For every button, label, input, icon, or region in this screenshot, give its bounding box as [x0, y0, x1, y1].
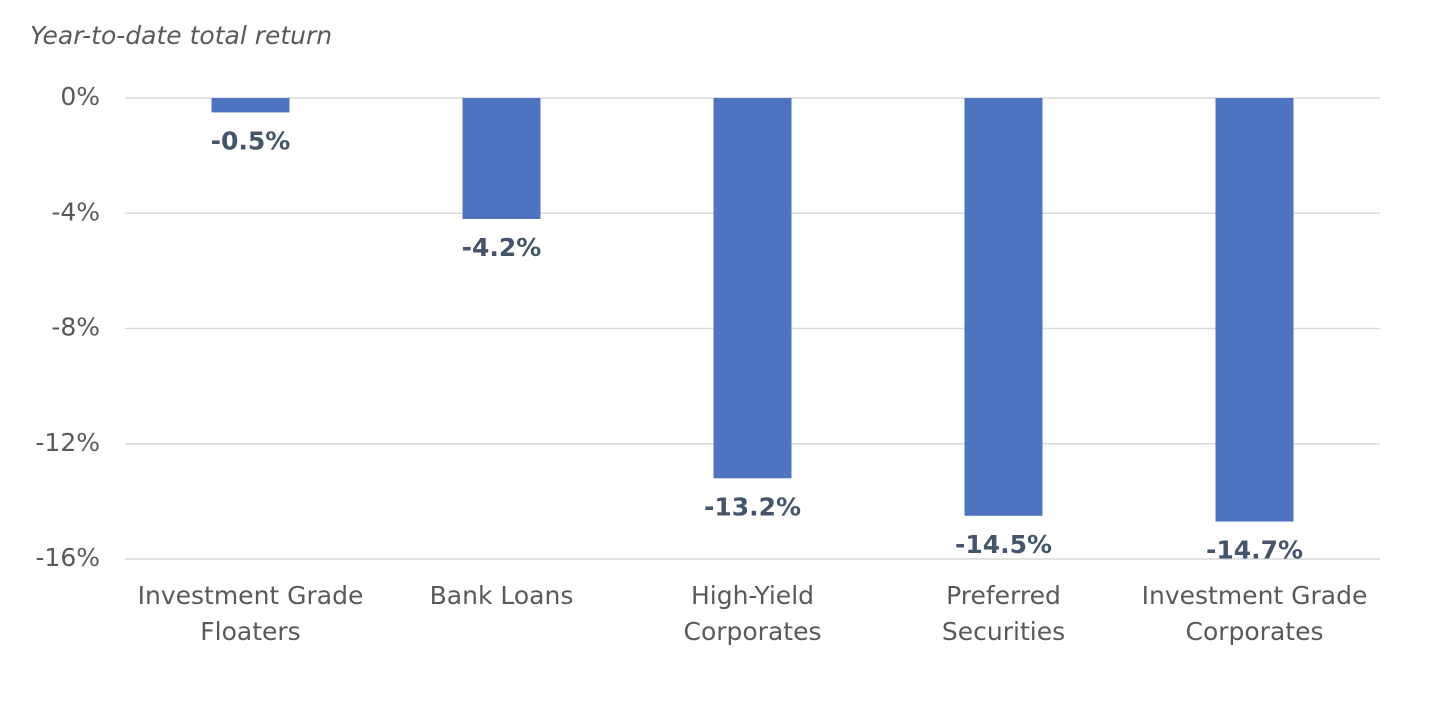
chart-title: Year-to-date total return: [30, 21, 332, 50]
y-tick-label: -12%: [35, 428, 100, 457]
y-tick-label: -16%: [35, 543, 100, 572]
bar: [462, 98, 541, 220]
x-tick-label: Investment Grade: [138, 581, 364, 610]
bar: [964, 98, 1043, 516]
value-label: -13.2%: [704, 492, 801, 521]
y-tick-label: -4%: [51, 197, 100, 226]
x-tick-label: High-Yield: [691, 581, 814, 610]
value-label: -4.2%: [462, 233, 542, 262]
bar: [1215, 98, 1294, 522]
x-tick-label: Bank Loans: [430, 581, 574, 610]
bar: [713, 98, 792, 479]
x-tick-label: Floaters: [200, 617, 300, 646]
y-tick-label: -8%: [51, 313, 100, 342]
x-tick-label: Preferred: [946, 581, 1061, 610]
y-tick-label: 0%: [60, 82, 100, 111]
x-tick-label: Corporates: [683, 617, 821, 646]
x-tick-label: Investment Grade: [1142, 581, 1368, 610]
bar: [211, 98, 290, 113]
x-tick-label: Corporates: [1185, 617, 1323, 646]
value-label: -0.5%: [211, 126, 291, 155]
x-tick-label: Securities: [942, 617, 1065, 646]
value-label: -14.7%: [1206, 536, 1303, 565]
value-label: -14.5%: [955, 530, 1052, 559]
